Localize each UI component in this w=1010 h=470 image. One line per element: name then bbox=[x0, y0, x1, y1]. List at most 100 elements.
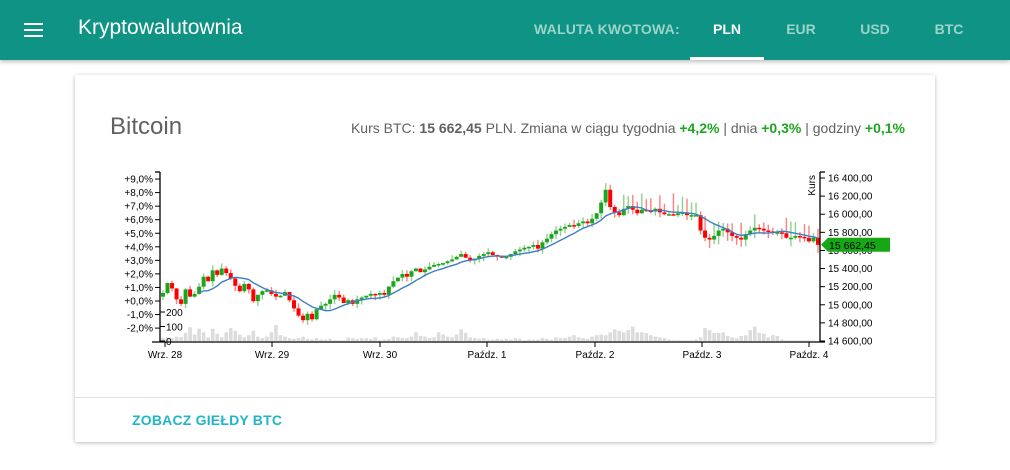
volume-bar bbox=[504, 338, 509, 341]
volume-bar bbox=[292, 338, 296, 341]
candle-body bbox=[305, 313, 310, 321]
x-tick-label: Paźdz. 2 bbox=[576, 350, 615, 361]
volume-bar bbox=[490, 339, 495, 341]
volume-bar bbox=[712, 333, 716, 341]
candle-body bbox=[346, 300, 351, 303]
y-left-tick-label: +3,0% bbox=[124, 256, 153, 267]
hamburger-menu-icon[interactable] bbox=[22, 18, 46, 42]
candle-body bbox=[377, 293, 382, 295]
volume-bar bbox=[188, 327, 192, 341]
candle-body bbox=[463, 254, 468, 258]
volume-bar bbox=[752, 326, 757, 341]
candle-body bbox=[233, 278, 238, 286]
bitcoin-card: Bitcoin Kurs BTC: 15 662,45 PLN. Zmiana … bbox=[75, 75, 935, 442]
tab-btc[interactable]: BTC bbox=[934, 21, 964, 37]
candle-body bbox=[224, 268, 229, 274]
candle-body bbox=[662, 212, 667, 215]
volume-bar bbox=[649, 335, 653, 341]
see-exchanges-link[interactable]: ZOBACZ GIEŁDY BTC bbox=[132, 412, 283, 428]
volume-bar bbox=[685, 340, 689, 341]
candle-body bbox=[554, 230, 558, 235]
volume-bar bbox=[585, 338, 590, 341]
candle-body bbox=[675, 213, 680, 216]
volume-bar bbox=[703, 327, 707, 341]
volume-bar bbox=[771, 335, 775, 341]
candle-body bbox=[314, 309, 319, 320]
tab-eur[interactable]: EUR bbox=[786, 21, 816, 37]
candle-body bbox=[251, 289, 256, 302]
volume-bar bbox=[359, 338, 364, 341]
volume-bar bbox=[640, 332, 644, 341]
x-tick-label: Wrz. 28 bbox=[148, 350, 183, 361]
candle-body bbox=[617, 212, 622, 216]
candle-body bbox=[192, 293, 197, 297]
candle-body bbox=[179, 299, 184, 304]
candle-body bbox=[816, 237, 820, 245]
candle-body bbox=[716, 230, 721, 236]
volume-bar bbox=[536, 339, 540, 341]
candle-body bbox=[210, 270, 215, 282]
volume-bar bbox=[545, 338, 549, 341]
candle-body bbox=[513, 251, 518, 255]
volume-bar bbox=[558, 338, 563, 341]
volume-bar bbox=[301, 336, 305, 341]
y-left-tick-label: -1,0% bbox=[127, 310, 153, 321]
volume-bar bbox=[725, 335, 730, 341]
candlestick-chart[interactable]: +9,0% +8,0% +7,0% +6,0% +5,0% +4,0% +3,0% +2,0%… bbox=[75, 75, 935, 375]
volume-bar bbox=[472, 338, 477, 341]
volume-bar bbox=[192, 334, 197, 341]
candle-body bbox=[197, 286, 202, 294]
candle-body bbox=[635, 209, 640, 214]
tab-usd[interactable]: USD bbox=[860, 21, 890, 37]
volume-tick-label: 200 bbox=[166, 308, 183, 319]
candle-body bbox=[418, 268, 423, 273]
candle-body bbox=[811, 237, 816, 242]
volume-bar bbox=[549, 339, 554, 341]
candle-body bbox=[486, 252, 491, 255]
volume-bar bbox=[396, 337, 400, 341]
tab-pln[interactable]: PLN bbox=[690, 0, 764, 60]
volume-bar bbox=[495, 338, 500, 341]
volume-bar bbox=[590, 336, 594, 341]
volume-bar bbox=[518, 338, 522, 341]
candle-body bbox=[273, 293, 278, 297]
volume-bar bbox=[748, 330, 753, 341]
volume-bar bbox=[260, 338, 265, 341]
volume-bar bbox=[531, 339, 536, 341]
summary-prefix: Kurs BTC: bbox=[350, 120, 420, 136]
candle-body bbox=[603, 189, 608, 203]
candle-body bbox=[526, 246, 531, 249]
x-tick-label: Wrz. 30 bbox=[363, 350, 398, 361]
x-tick-label: Paźdz. 3 bbox=[683, 350, 722, 361]
volume-bar bbox=[341, 340, 346, 341]
candle-body bbox=[373, 293, 378, 296]
volume-bar bbox=[314, 338, 319, 341]
volume-bar bbox=[237, 334, 242, 341]
candle-body bbox=[328, 299, 333, 304]
volume-bar bbox=[256, 336, 260, 341]
candle-body bbox=[540, 242, 545, 249]
volume-bar bbox=[739, 335, 744, 341]
candle-body bbox=[170, 283, 175, 289]
volume-bar bbox=[743, 335, 748, 341]
volume-bar bbox=[766, 337, 771, 341]
volume-bar bbox=[612, 329, 617, 341]
candle-body bbox=[779, 232, 784, 234]
candle-body bbox=[806, 237, 811, 242]
candle-body bbox=[310, 313, 315, 320]
candle-body bbox=[174, 288, 179, 300]
volume-bar bbox=[206, 337, 210, 341]
candle-body bbox=[725, 228, 730, 233]
candle-body bbox=[703, 230, 708, 238]
volume-bar bbox=[251, 330, 256, 341]
volume-bar bbox=[635, 332, 640, 341]
candle-body bbox=[730, 232, 735, 236]
volume-bar bbox=[563, 338, 567, 341]
candle-body bbox=[775, 232, 780, 234]
candle-body bbox=[685, 212, 689, 216]
current-price: 15 662,45 bbox=[419, 120, 482, 136]
current-price-tag bbox=[821, 237, 890, 252]
x-tick-label: Paźdz. 1 bbox=[468, 350, 507, 361]
volume-bar bbox=[784, 340, 789, 341]
candle-body bbox=[694, 215, 699, 217]
